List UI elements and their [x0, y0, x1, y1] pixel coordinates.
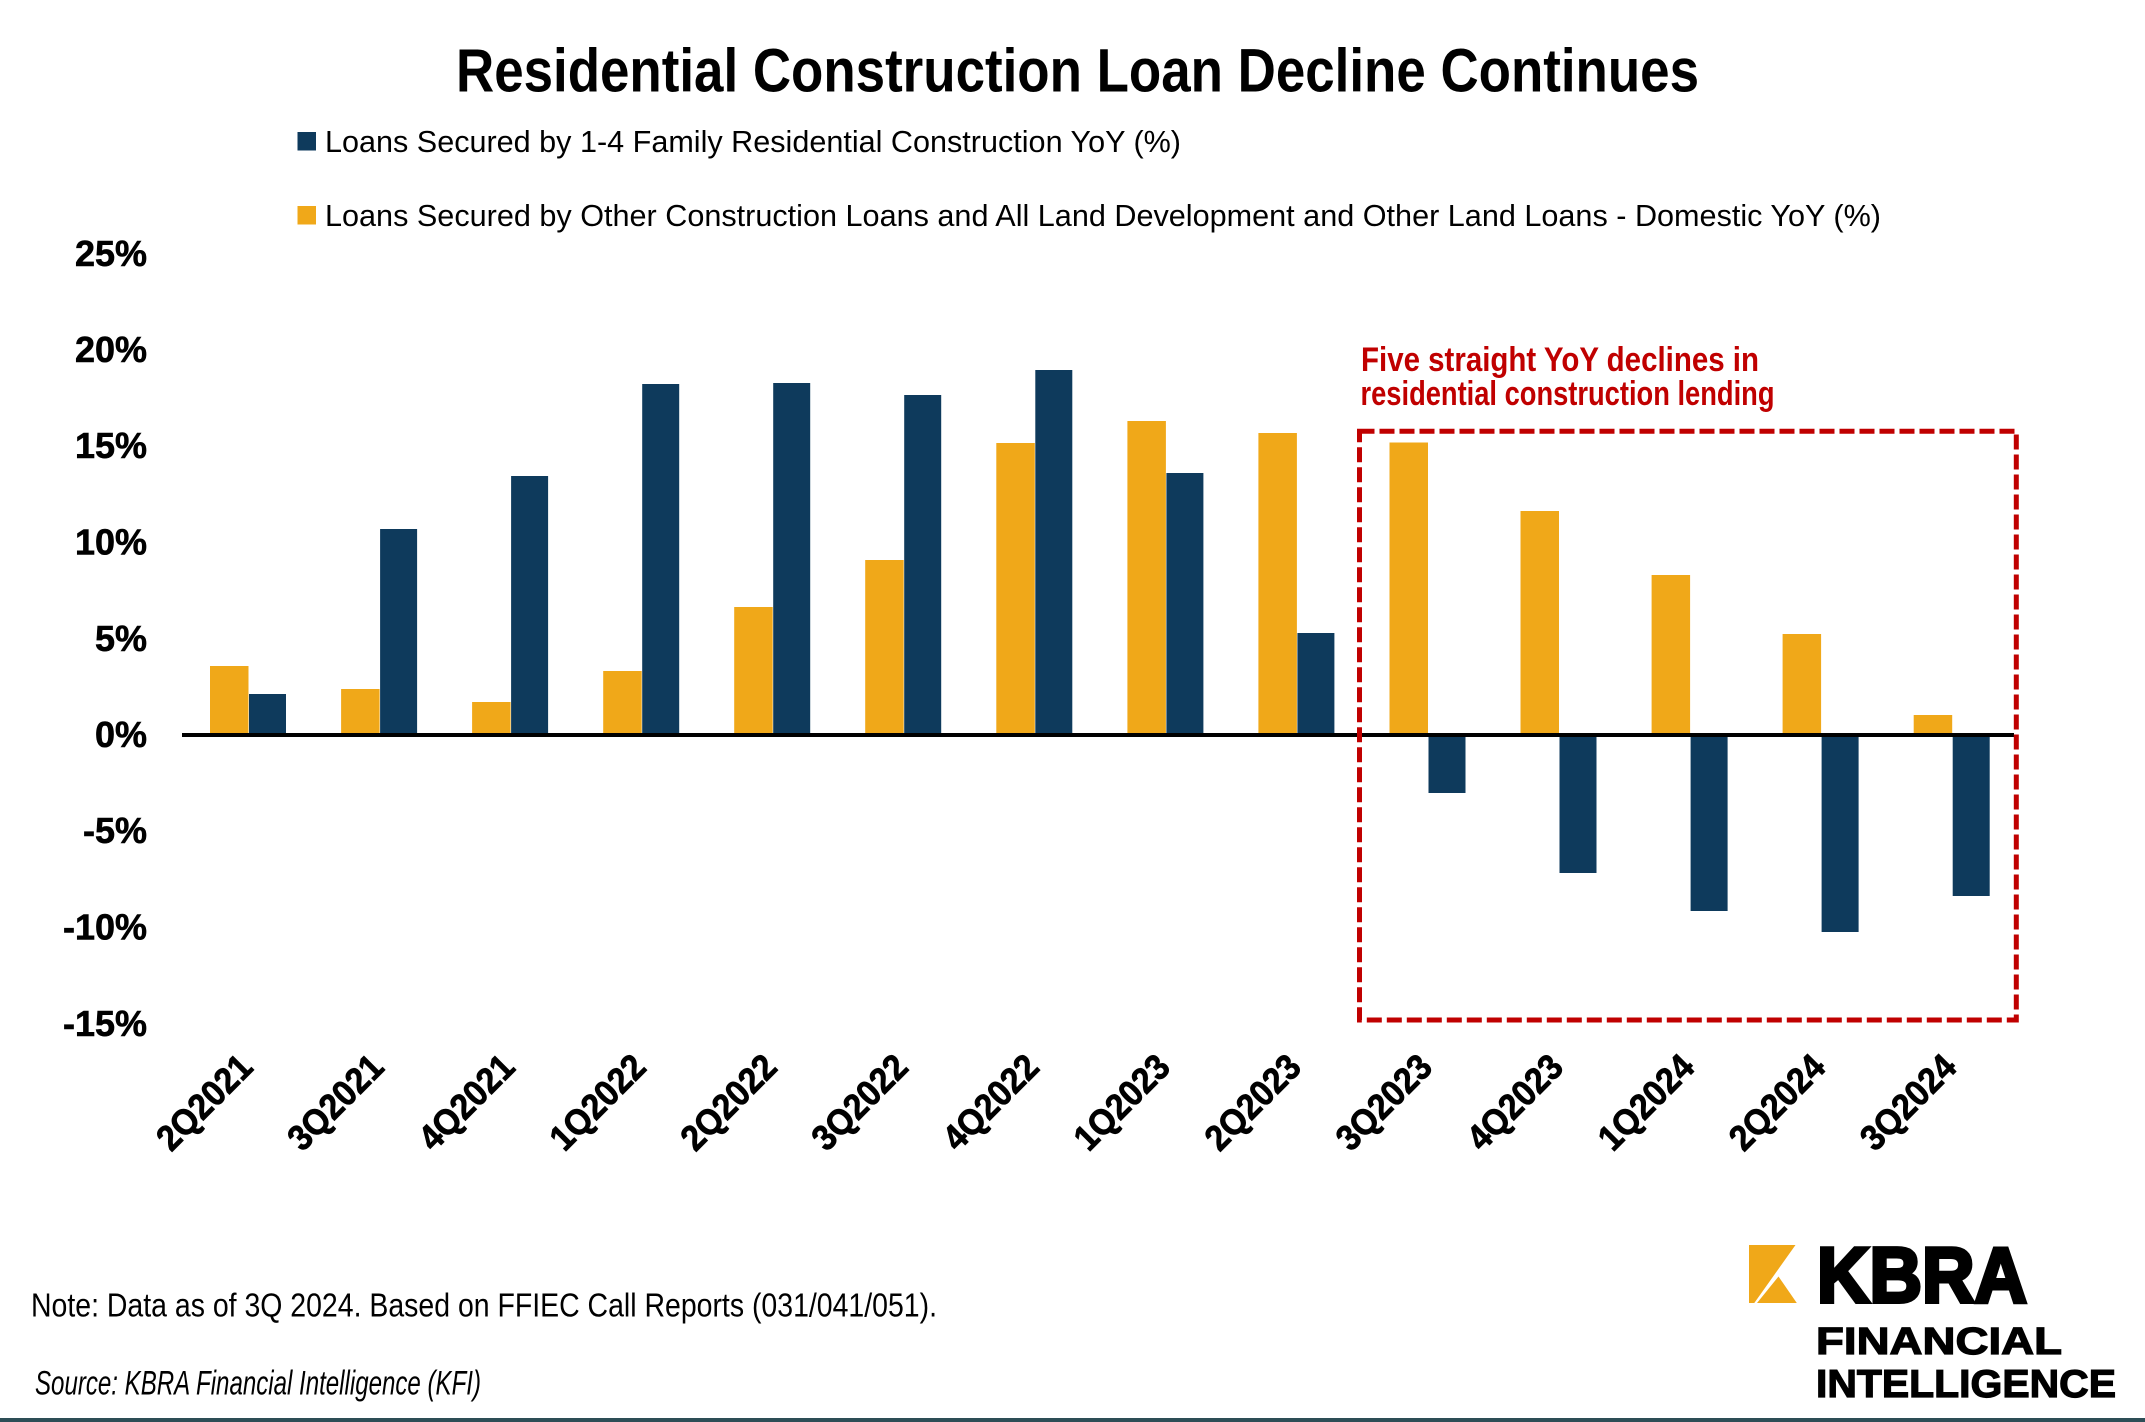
svg-text:-5%: -5% [83, 810, 147, 851]
svg-text:FINANCIAL: FINANCIAL [1816, 1321, 2062, 1363]
svg-text:-10%: -10% [63, 907, 147, 948]
svg-text:15%: 15% [75, 425, 147, 466]
svg-text:Source: KBRA Financial Intelli: Source: KBRA Financial Intelligence (KFI… [35, 1364, 481, 1402]
svg-text:10%: 10% [75, 522, 147, 563]
svg-text:-15%: -15% [63, 1003, 147, 1044]
svg-text:0%: 0% [95, 714, 147, 755]
svg-text:25%: 25% [75, 233, 147, 274]
svg-text:Loans Secured by 1-4 Family Re: Loans Secured by 1-4 Family Residential … [325, 125, 1181, 159]
svg-text:Note: Data as of 3Q 2024. Base: Note: Data as of 3Q 2024. Based on FFIEC… [31, 1287, 937, 1324]
svg-text:INTELLIGENCE: INTELLIGENCE [1816, 1363, 2116, 1406]
svg-text:Loans Secured by Other Constru: Loans Secured by Other Construction Loan… [325, 199, 1881, 233]
svg-text:5%: 5% [95, 618, 147, 659]
svg-text:residential construction lendi: residential construction lending [1361, 375, 1775, 413]
svg-text:KBRA: KBRA [1817, 1231, 2027, 1319]
svg-text:Residential Construction Loan: Residential Construction Loan Decline Co… [456, 37, 1699, 105]
svg-text:20%: 20% [75, 329, 147, 370]
svg-text:Five straight YoY declines in: Five straight YoY declines in [1361, 341, 1759, 379]
